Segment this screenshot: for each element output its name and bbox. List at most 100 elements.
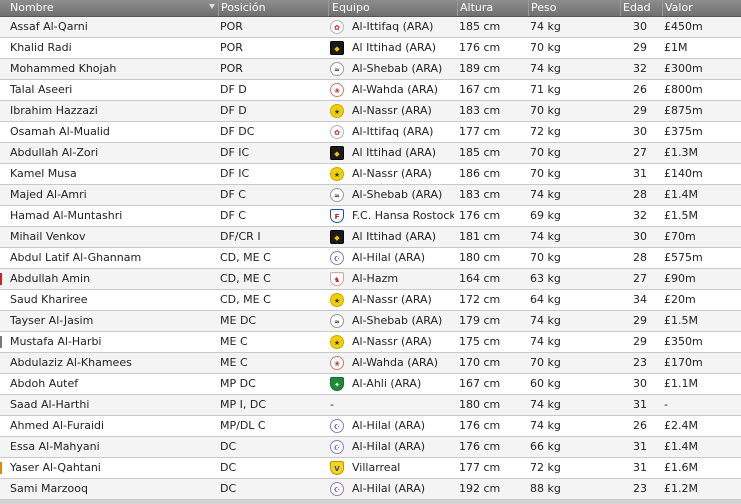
player-team[interactable]: F F.C. Hansa Rostock [328,206,454,226]
team-name: F.C. Hansa Rostock [352,209,454,222]
al-wahda-crest-icon: ❀ [330,83,344,97]
table-row[interactable]: Talal Aseeri DF D ❀ Al-Wahda (ARA) 167 cm 71 … [0,80,741,101]
table-row[interactable]: Assaf Al-Qarni POR ✿ Al-Ittifaq (ARA) 185 cm… [0,17,741,38]
table-row[interactable]: Ahmed Al-Furaidi MP/DL C ☪ Al-Hilal (ARA) 17… [0,416,741,437]
column-header-value[interactable]: Valor [662,0,741,16]
player-name[interactable]: Kamel Musa [10,167,77,180]
player-team[interactable]: V Villarreal [328,458,454,478]
player-name[interactable]: Abdullah Al-Zori [10,146,99,159]
player-value: £1.5M [664,209,698,222]
player-name[interactable]: Saad Al-Harthi [10,398,90,411]
player-name[interactable]: Saud Khariree [10,293,88,306]
player-team[interactable]: ★ Al-Nassr (ARA) [328,101,454,121]
table-row[interactable]: Sami Marzooq DC ☪ Al-Hilal (ARA) 192 cm 88 kg… [0,479,741,500]
column-header-age[interactable]: Edad [620,0,662,16]
player-team[interactable]: ◆ Al Ittihad (ARA) [328,143,454,163]
player-team[interactable]: ☪ Al-Hilal (ARA) [328,248,454,268]
player-name[interactable]: Abdul Latif Al-Ghannam [10,251,142,264]
player-team[interactable]: ≈ Al-Shebab (ARA) [328,311,454,331]
player-team[interactable]: ★ Al-Nassr (ARA) [328,164,454,184]
player-age: 30 [633,20,647,33]
table-row[interactable]: Mohammed Khojah POR ≈ Al-Shebab (ARA) 189 cm… [0,59,741,80]
column-header-height[interactable]: Altura [457,0,528,16]
column-header-team[interactable]: Equipo [328,0,457,16]
table-row[interactable]: Mustafa Al-Harbi ME C ★ Al-Nassr (ARA) 175 c… [0,332,741,353]
player-value: £1.3M [664,146,698,159]
player-team[interactable]: ☪ Al-Hilal (ARA) [328,416,454,436]
player-name[interactable]: Mihail Venkov [10,230,86,243]
player-age: 29 [633,314,647,327]
player-name[interactable]: Yaser Al-Qahtani [10,461,101,474]
al-nassr-crest-icon: ★ [330,167,344,181]
player-age: 27 [633,146,647,159]
table-row[interactable]: Abdulaziz Al-Khamees ME C ❀ Al-Wahda (ARA) 1… [0,353,741,374]
table-row[interactable]: Mihail Venkov DF/CR I ◆ Al Ittihad (ARA) 181… [0,227,741,248]
player-value: £1.6M [664,461,698,474]
table-row[interactable]: Khalid Radi POR ◆ Al Ittihad (ARA) 176 cm 70 … [0,38,741,59]
table-row[interactable]: Ibrahim Hazzazi DF D ★ Al-Nassr (ARA) 183 cm… [0,101,741,122]
team-name: Al-Ittifaq (ARA) [352,125,434,138]
table-row[interactable]: Kamel Musa DF IC ★ Al-Nassr (ARA) 186 cm 70 k… [0,164,741,185]
player-team[interactable]: - [328,395,454,415]
player-team[interactable]: ☪ Al-Hilal (ARA) [328,479,454,499]
player-name[interactable]: Assaf Al-Qarni [10,20,88,33]
table-row[interactable]: Saud Khariree CD, ME C ★ Al-Nassr (ARA) 172 … [0,290,741,311]
player-name[interactable]: Majed Al-Amri [10,188,87,201]
player-team[interactable]: ≈ Al-Shebab (ARA) [328,185,454,205]
player-team[interactable]: ◆ Al Ittihad (ARA) [328,38,454,58]
player-name[interactable]: Mustafa Al-Harbi [10,335,102,348]
table-row[interactable]: Yaser Al-Qahtani DC V Villarreal 177 cm 72 kg… [0,458,741,479]
player-status-marker [0,273,2,285]
player-name[interactable]: Talal Aseeri [10,83,73,96]
player-team[interactable]: ◆ Al Ittihad (ARA) [328,227,454,247]
column-header-name[interactable]: Nombre [0,0,218,16]
player-name[interactable]: Ibrahim Hazzazi [10,104,98,117]
player-name[interactable]: Osamah Al-Mualid [10,125,110,138]
player-name[interactable]: Ahmed Al-Furaidi [10,419,105,432]
table-row[interactable]: Abdul Latif Al-Ghannam CD, ME C ☪ Al-Hilal … [0,248,741,269]
player-name[interactable]: Abdulaziz Al-Khamees [10,356,132,369]
table-row[interactable]: Abdullah Amin CD, ME C ♞ Al-Hazm 164 cm 63 kg… [0,269,741,290]
team-name: Al-Nassr (ARA) [352,335,432,348]
team-name: Al-Nassr (ARA) [352,293,432,306]
team-name: Al-Shebab (ARA) [352,314,443,327]
table-row[interactable]: Osamah Al-Mualid DF DC ✿ Al-Ittifaq (ARA) 17… [0,122,741,143]
player-age: 27 [633,272,647,285]
player-team[interactable]: ✿ Al-Ittifaq (ARA) [328,122,454,142]
column-header-weight[interactable]: Peso [528,0,620,16]
table-row[interactable]: Saad Al-Harthi MP I, DC - 180 cm 74 kg 31 - [0,395,741,416]
player-height: 167 cm [459,83,501,96]
player-team[interactable]: ★ Al-Nassr (ARA) [328,332,454,352]
column-header-position[interactable]: Posición [218,0,328,16]
player-team[interactable]: ♞ Al-Hazm [328,269,454,289]
player-team[interactable]: ❀ Al-Wahda (ARA) [328,80,454,100]
table-row[interactable]: Tayser Al-Jasim ME DC ≈ Al-Shebab (ARA) 179 … [0,311,741,332]
player-age: 23 [633,356,647,369]
table-row[interactable]: Majed Al-Amri DF C ≈ Al-Shebab (ARA) 183 cm 7… [0,185,741,206]
player-name[interactable]: Hamad Al-Muntashri [10,209,123,222]
player-value: £300m [664,62,703,75]
player-team[interactable]: ☪ Al-Hilal (ARA) [328,437,454,457]
al-nassr-crest-icon: ★ [330,293,344,307]
player-status-marker [0,336,2,348]
player-name[interactable]: Abdoh Autef [10,377,79,390]
player-weight: 72 kg [530,461,561,474]
player-team[interactable]: ★ Al-Nassr (ARA) [328,290,454,310]
table-row[interactable]: Hamad Al-Muntashri DF C F F.C. Hansa Rostoc… [0,206,741,227]
player-name[interactable]: Sami Marzooq [10,482,88,495]
player-team[interactable]: ✦ Al-Ahli (ARA) [328,374,454,394]
table-row[interactable]: Abdullah Al-Zori DF IC ◆ Al Ittihad (ARA) 18… [0,143,741,164]
player-value: £1.1M [664,377,698,390]
player-name[interactable]: Mohammed Khojah [10,62,117,75]
table-row[interactable]: Essa Al-Mahyani DC ☪ Al-Hilal (ARA) 176 cm 66… [0,437,741,458]
player-name[interactable]: Tayser Al-Jasim [10,314,94,327]
table-row[interactable]: Abdoh Autef MP DC ✦ Al-Ahli (ARA) 167 cm 60 k… [0,374,741,395]
player-team[interactable]: ≈ Al-Shebab (ARA) [328,59,454,79]
player-value: - [664,398,668,411]
player-team[interactable]: ✿ Al-Ittifaq (ARA) [328,17,454,37]
player-weight: 74 kg [530,398,561,411]
player-name[interactable]: Khalid Radi [10,41,72,54]
player-name[interactable]: Essa Al-Mahyani [10,440,100,453]
player-name[interactable]: Abdullah Amin [10,272,91,285]
player-team[interactable]: ❀ Al-Wahda (ARA) [328,353,454,373]
